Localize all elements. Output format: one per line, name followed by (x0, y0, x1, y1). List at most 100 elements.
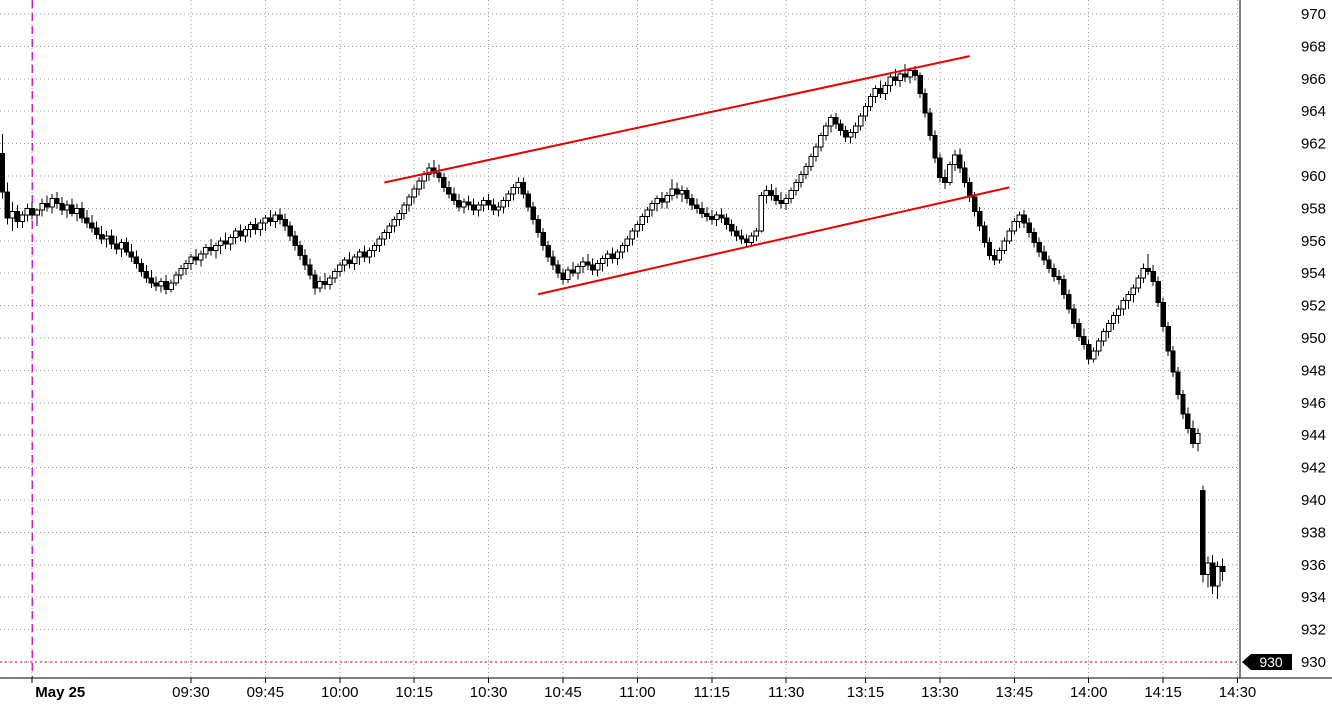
y-axis-label: 944 (1301, 427, 1326, 444)
candle-body (857, 115, 864, 127)
candle-body (1160, 301, 1166, 328)
candle-body (441, 177, 447, 188)
candle-body (629, 230, 636, 240)
candle-body (1076, 322, 1082, 337)
date-label: May 25 (35, 684, 85, 701)
candle-body (456, 199, 462, 208)
candle-body (788, 190, 794, 200)
candle-body (208, 246, 214, 252)
candle-body (312, 274, 318, 289)
candle-body (828, 117, 834, 127)
candle-body (133, 256, 140, 264)
candle-body (1200, 489, 1206, 576)
candle-body (952, 154, 958, 166)
candle-body (550, 256, 556, 266)
candle-body (505, 193, 512, 201)
candle-body (590, 264, 596, 271)
candle-body (451, 193, 457, 201)
candle-body (1115, 308, 1122, 316)
candle-body (932, 135, 938, 159)
candle-body (108, 235, 115, 245)
candle-body (1195, 433, 1201, 444)
candle-body (957, 154, 963, 169)
y-axis-label: 936 (1301, 557, 1326, 574)
candle-body (98, 233, 105, 240)
candle-body (1110, 314, 1117, 324)
candle-body (907, 70, 913, 78)
candle-body (1130, 287, 1137, 295)
x-axis-label: 14:30 (1219, 684, 1257, 701)
candle-body (768, 190, 774, 196)
candle-body (376, 238, 383, 247)
x-axis-label: 11:30 (768, 684, 804, 701)
price-axis[interactable]: 970 968 966 964 962 960 958 956 954 952 950 948 946 9… (1301, 6, 1326, 671)
candle-body (510, 186, 517, 195)
candle-body (917, 75, 923, 94)
candle-body (684, 190, 690, 200)
candle-body (664, 194, 670, 203)
candle-body (322, 280, 328, 286)
candle-body (892, 76, 898, 81)
candle-body (277, 214, 283, 221)
candle-body (704, 212, 710, 217)
candle-body (947, 164, 953, 183)
candle-body (1071, 308, 1077, 324)
y-axis-label: 938 (1301, 524, 1326, 541)
x-axis-label: 11:15 (694, 684, 730, 701)
candle-body (902, 73, 908, 78)
y-axis-label: 962 (1301, 136, 1326, 153)
candle-body (674, 188, 680, 195)
candle-body (555, 264, 561, 274)
y-axis-label: 958 (1301, 200, 1326, 217)
candle-body (1041, 251, 1047, 261)
x-axis-label: 10:30 (470, 684, 508, 701)
candle-body (351, 256, 358, 264)
x-axis-label: 13:30 (921, 684, 959, 701)
y-axis-label: 934 (1301, 589, 1326, 606)
candle-body (267, 217, 274, 222)
candle-body (153, 282, 159, 287)
candle-body (1105, 322, 1112, 333)
candle-body (604, 253, 611, 260)
candle-body (426, 167, 432, 175)
x-axis-label: 11:00 (619, 684, 655, 701)
candle-body (773, 194, 779, 201)
candle-body (545, 245, 551, 258)
candle-body (9, 211, 16, 219)
candle-body (718, 214, 725, 219)
candle-body (699, 207, 705, 214)
candle-body (470, 204, 477, 211)
candle-body (272, 214, 278, 222)
trendline-lower[interactable] (537, 186, 1010, 296)
candle-body (421, 173, 427, 182)
trendline-upper[interactable] (384, 55, 970, 184)
candle-body (381, 232, 388, 240)
candle-body (897, 73, 903, 81)
time-axis[interactable]: May 25 09:30 09:45 10:00 10:15 10:30 10:45 11:0… (31, 678, 1257, 701)
candle-body (173, 274, 179, 284)
candle-body (123, 241, 130, 253)
candle-body (337, 264, 343, 273)
candle-body (19, 214, 26, 222)
candle-body (242, 228, 249, 237)
candle-body (1066, 293, 1072, 310)
x-axis-label: 10:00 (321, 684, 359, 701)
candle-body (540, 232, 546, 247)
candle-body (813, 146, 819, 158)
candle-body (128, 251, 135, 258)
x-axis-label: 14:15 (1144, 684, 1182, 701)
candle-body (634, 224, 641, 232)
candle-body (188, 256, 194, 264)
last-price-tag[interactable]: 930 (1242, 654, 1292, 670)
candle-body (728, 224, 735, 232)
candle-body (103, 235, 110, 240)
candle-body (1006, 230, 1013, 242)
candle-body (609, 253, 616, 260)
candle-body (282, 219, 288, 227)
candle-body (981, 225, 988, 243)
candle-body (113, 243, 120, 250)
y-axis-label: 966 (1301, 71, 1326, 88)
candle-body (143, 271, 150, 279)
candle-body (743, 238, 750, 243)
